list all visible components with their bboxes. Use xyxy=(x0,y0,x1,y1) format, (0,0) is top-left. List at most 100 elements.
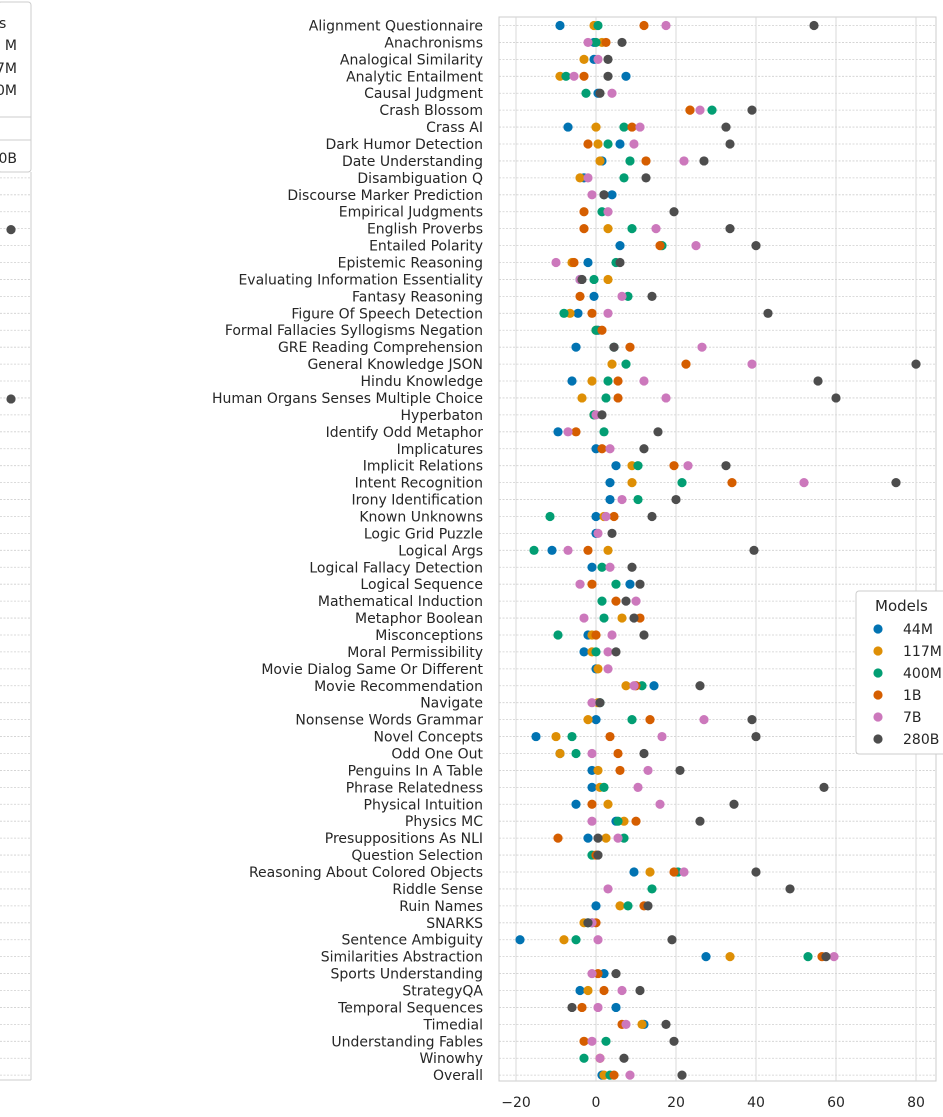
point-7b xyxy=(605,444,615,454)
point-117m xyxy=(579,54,589,64)
category-label: Physical Intuition xyxy=(364,797,483,813)
legend-marker-1b xyxy=(873,690,883,700)
point-280b xyxy=(567,1002,577,1013)
point-1b xyxy=(669,461,679,471)
point-280b xyxy=(675,765,685,776)
category-label: Moral Permissibility xyxy=(347,645,483,661)
point-117m xyxy=(593,664,603,674)
point-280b xyxy=(721,122,731,132)
category-label: Question Selection xyxy=(351,848,483,864)
point-7b xyxy=(603,308,613,318)
left-panel-grid xyxy=(0,177,31,1076)
point-7b xyxy=(569,71,579,81)
point-117m xyxy=(615,901,625,911)
point-44m xyxy=(591,715,601,725)
point-7b xyxy=(679,867,689,877)
category-label: Timedial xyxy=(422,1017,483,1033)
point-1b xyxy=(579,1036,589,1046)
point-400m xyxy=(591,647,601,657)
point-7b xyxy=(631,596,641,606)
point-117m xyxy=(551,731,561,742)
point-7b xyxy=(603,207,613,217)
category-label: Nonsense Words Grammar xyxy=(295,713,483,729)
point-280b xyxy=(677,1070,687,1080)
point-280b xyxy=(603,71,613,81)
point-1b xyxy=(645,715,655,725)
point-7b xyxy=(639,376,649,386)
point-117m xyxy=(593,139,603,149)
point-44m xyxy=(547,545,557,555)
point-117m xyxy=(593,765,603,776)
point-7b xyxy=(593,1002,603,1013)
point-280b xyxy=(749,545,759,555)
point-7b xyxy=(605,562,615,572)
point-7b xyxy=(629,681,639,691)
point-117m xyxy=(627,478,637,488)
point-7b xyxy=(601,511,611,522)
point-44m xyxy=(531,731,541,742)
x-tick-label: −20 xyxy=(501,1095,531,1111)
point-44m xyxy=(583,833,593,843)
point-280b xyxy=(813,376,823,386)
legend-items: 44M 117M 400M 1B 7B 280B xyxy=(873,622,942,748)
point-1b xyxy=(599,985,609,996)
category-label: Misconceptions xyxy=(375,628,483,644)
category-label: Winowhy xyxy=(420,1051,483,1067)
point-280b xyxy=(635,579,645,589)
point-280b xyxy=(695,816,705,826)
point-117m xyxy=(583,985,593,996)
point-117m xyxy=(607,359,617,369)
left-legend-title: s xyxy=(0,16,6,32)
point-44m xyxy=(589,291,599,301)
point-280b xyxy=(627,562,637,572)
category-label: Overall xyxy=(433,1068,483,1084)
point-1b xyxy=(601,37,611,48)
point-7b xyxy=(699,715,709,725)
point-1b xyxy=(571,427,581,437)
point-44m xyxy=(605,494,615,505)
category-label: Entailed Polarity xyxy=(369,239,483,255)
point-280b xyxy=(747,105,757,115)
point-400m xyxy=(599,427,609,437)
category-label: Human Organs Senses Multiple Choice xyxy=(212,391,483,407)
legend-marker-400m xyxy=(873,668,883,678)
point-1b xyxy=(605,731,615,742)
point-7b xyxy=(661,20,671,31)
legend-marker-7b xyxy=(873,712,883,722)
legend-label-44m: 44M xyxy=(903,622,933,638)
y-axis-tick-labels: Alignment QuestionnaireAnachronismsAnalo… xyxy=(212,19,484,1085)
category-label: General Knowledge JSON xyxy=(307,357,483,373)
category-label: Epistemic Reasoning xyxy=(338,256,483,272)
category-label: Phrase Relatedness xyxy=(346,780,483,796)
point-117m xyxy=(603,799,613,809)
point-400m xyxy=(591,37,601,48)
left-legend-items: M 7M 0M 0B xyxy=(0,38,31,167)
point-280b xyxy=(603,54,613,64)
category-label: Irony Identification xyxy=(351,493,483,509)
point-7b xyxy=(635,122,645,132)
category-label: Sports Understanding xyxy=(331,967,483,983)
point-1b xyxy=(587,799,597,809)
point-1b xyxy=(625,342,635,352)
point-7b xyxy=(617,494,627,505)
legend-marker-117m xyxy=(873,646,883,656)
point-280b xyxy=(595,698,605,708)
point-1b xyxy=(583,139,593,149)
point-280b xyxy=(617,37,627,48)
point-44m xyxy=(579,647,589,657)
category-label: Fantasy Reasoning xyxy=(352,289,483,305)
legend-label-280b: 280B xyxy=(903,732,939,748)
point-1b xyxy=(597,325,607,335)
point-7b xyxy=(579,613,589,623)
point-400m xyxy=(599,782,609,792)
point-1b xyxy=(609,511,619,522)
category-label: Identify Odd Metaphor xyxy=(326,425,484,441)
point-1b xyxy=(587,308,597,318)
point-280b xyxy=(611,968,621,979)
legend: Models 44M 117M 400M 1B 7B 280B xyxy=(855,590,943,755)
point-7b xyxy=(575,579,585,589)
point-117m xyxy=(555,748,565,759)
category-label: Metaphor Boolean xyxy=(355,611,483,627)
point-44m xyxy=(571,799,581,809)
point-44m xyxy=(555,20,565,31)
